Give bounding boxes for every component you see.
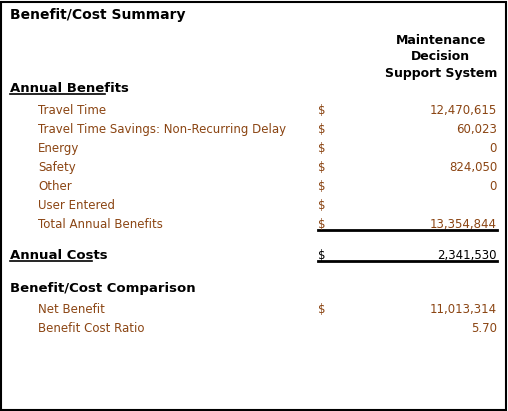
- Text: Benefit/Cost Comparison: Benefit/Cost Comparison: [10, 282, 196, 295]
- Text: Total Annual Benefits: Total Annual Benefits: [38, 218, 163, 231]
- Text: Safety: Safety: [38, 161, 76, 174]
- Text: $: $: [318, 104, 326, 117]
- Text: 0: 0: [490, 142, 497, 155]
- Text: Annual Benefits: Annual Benefits: [10, 82, 129, 95]
- Text: Annual Costs: Annual Costs: [10, 249, 108, 262]
- Text: Energy: Energy: [38, 142, 79, 155]
- Text: Benefit/Cost Summary: Benefit/Cost Summary: [10, 8, 185, 22]
- Text: Benefit Cost Ratio: Benefit Cost Ratio: [38, 322, 144, 335]
- Text: $: $: [318, 303, 326, 316]
- Text: Travel Time: Travel Time: [38, 104, 106, 117]
- Text: Maintenance
Decision
Support System: Maintenance Decision Support System: [385, 34, 497, 80]
- Text: 11,013,314: 11,013,314: [430, 303, 497, 316]
- Text: 0: 0: [490, 180, 497, 193]
- Text: 824,050: 824,050: [449, 161, 497, 174]
- Text: $: $: [318, 249, 326, 262]
- Text: 2,341,530: 2,341,530: [437, 249, 497, 262]
- Text: Travel Time Savings: Non-Recurring Delay: Travel Time Savings: Non-Recurring Delay: [38, 123, 286, 136]
- Text: 60,023: 60,023: [456, 123, 497, 136]
- Text: Other: Other: [38, 180, 72, 193]
- Text: $: $: [318, 218, 326, 231]
- Text: User Entered: User Entered: [38, 199, 115, 212]
- Text: $: $: [318, 180, 326, 193]
- Text: $: $: [318, 161, 326, 174]
- Text: 5.70: 5.70: [471, 322, 497, 335]
- Text: 13,354,844: 13,354,844: [430, 218, 497, 231]
- Text: 12,470,615: 12,470,615: [430, 104, 497, 117]
- Text: $: $: [318, 142, 326, 155]
- Text: Net Benefit: Net Benefit: [38, 303, 105, 316]
- Text: $: $: [318, 123, 326, 136]
- Text: $: $: [318, 199, 326, 212]
